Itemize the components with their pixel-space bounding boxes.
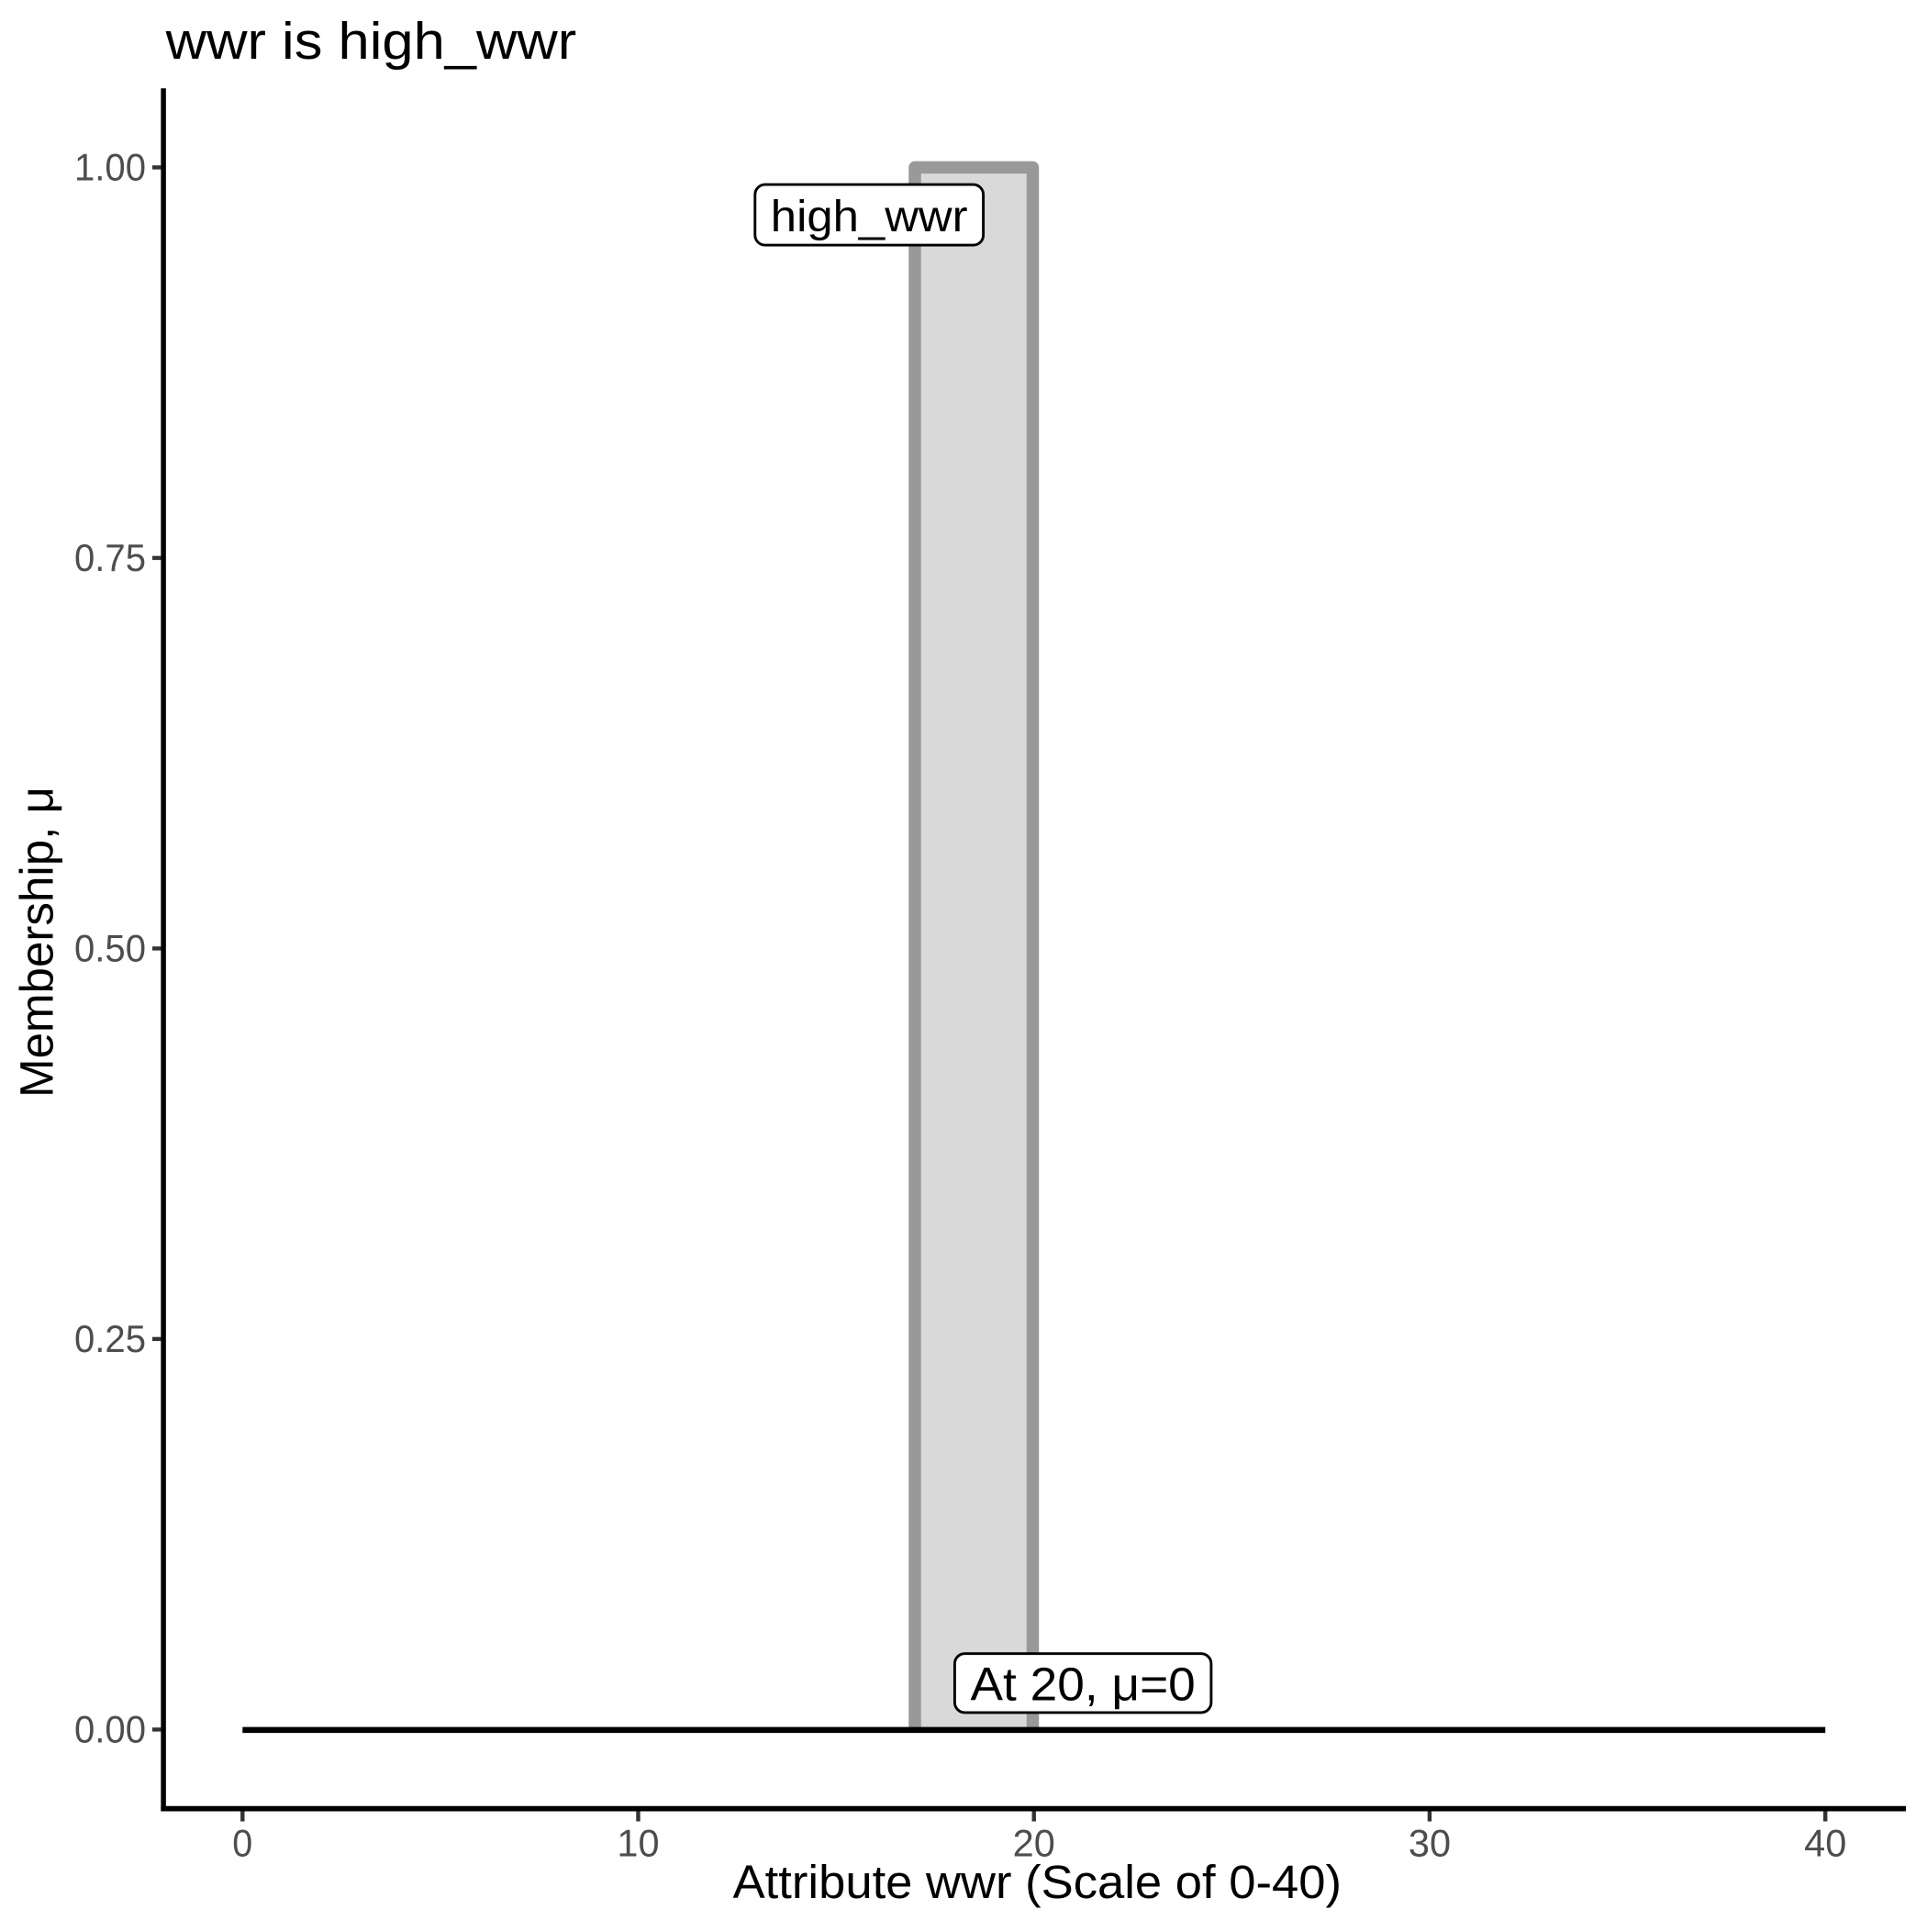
svg-text:30: 30 <box>1409 1822 1451 1865</box>
svg-text:0.00: 0.00 <box>74 1708 146 1751</box>
svg-text:Membership, μ: Membership, μ <box>11 787 63 1098</box>
svg-text:wwr is high_wwr: wwr is high_wwr <box>165 12 577 71</box>
svg-text:Attribute wwr (Scale of 0-40): Attribute wwr (Scale of 0-40) <box>733 1856 1342 1908</box>
svg-text:40: 40 <box>1804 1822 1846 1865</box>
svg-text:10: 10 <box>617 1822 659 1865</box>
svg-text:0: 0 <box>232 1822 252 1865</box>
svg-text:1.00: 1.00 <box>74 146 146 189</box>
svg-text:0.75: 0.75 <box>74 536 146 579</box>
svg-text:At 20, μ=0: At 20, μ=0 <box>971 1658 1196 1711</box>
svg-text:0.25: 0.25 <box>74 1317 146 1360</box>
svg-text:high_wwr: high_wwr <box>771 193 968 241</box>
svg-text:20: 20 <box>1013 1822 1055 1865</box>
svg-text:0.50: 0.50 <box>74 927 146 970</box>
